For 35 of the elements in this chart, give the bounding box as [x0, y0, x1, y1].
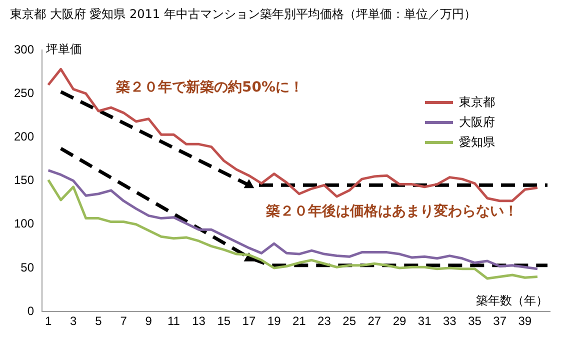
y-tick-label: 50 — [20, 260, 34, 274]
y-tick-label: 300 — [14, 42, 34, 56]
x-tick-label: 9 — [145, 314, 152, 328]
x-tick-label: 21 — [292, 314, 306, 328]
x-tick-label: 3 — [70, 314, 78, 328]
x-tick-label: 15 — [217, 314, 231, 328]
x-tick-label: 11 — [167, 314, 180, 328]
y-tick-label: 0 — [27, 304, 34, 318]
x-tick-label: 23 — [318, 314, 332, 328]
x-tick-label: 13 — [192, 314, 206, 328]
x-tick-label: 29 — [392, 314, 406, 328]
y-axis-title: 坪単価 — [45, 42, 82, 56]
x-tick-label: 5 — [95, 314, 102, 328]
x-tick-label: 25 — [342, 314, 356, 328]
annotation: 築２０年で新築の約50%に！ — [115, 78, 304, 96]
annotation: 築２０年後は価格はあまり変わらない！ — [265, 202, 518, 220]
y-tick-label: 150 — [14, 173, 34, 188]
legend-label: 東京都 — [459, 94, 495, 111]
chart-title: 東京都 大阪府 愛知県 2011 年中古マンション築年別平均価格（坪単価：単位／万円） — [10, 6, 476, 23]
legend-label: 大阪府 — [459, 114, 495, 131]
y-tick-label: 250 — [14, 86, 34, 100]
x-tick-label: 27 — [368, 314, 382, 328]
x-tick-label: 7 — [120, 314, 128, 328]
y-tick-label: 100 — [14, 216, 34, 231]
x-tick-label: 39 — [518, 314, 532, 328]
x-tick-label: 31 — [418, 314, 432, 328]
x-tick-label: 17 — [242, 314, 256, 328]
x-tick-label: 35 — [468, 314, 482, 328]
x-tick-label: 19 — [267, 314, 282, 328]
y-tick-label: 200 — [14, 130, 34, 144]
legend-label: 愛知県 — [459, 134, 495, 151]
x-axis-title: 築年数（年） — [476, 294, 548, 308]
x-tick-label: 1 — [44, 314, 52, 328]
x-tick-label: 37 — [493, 314, 507, 328]
x-tick-label: 33 — [442, 314, 457, 328]
